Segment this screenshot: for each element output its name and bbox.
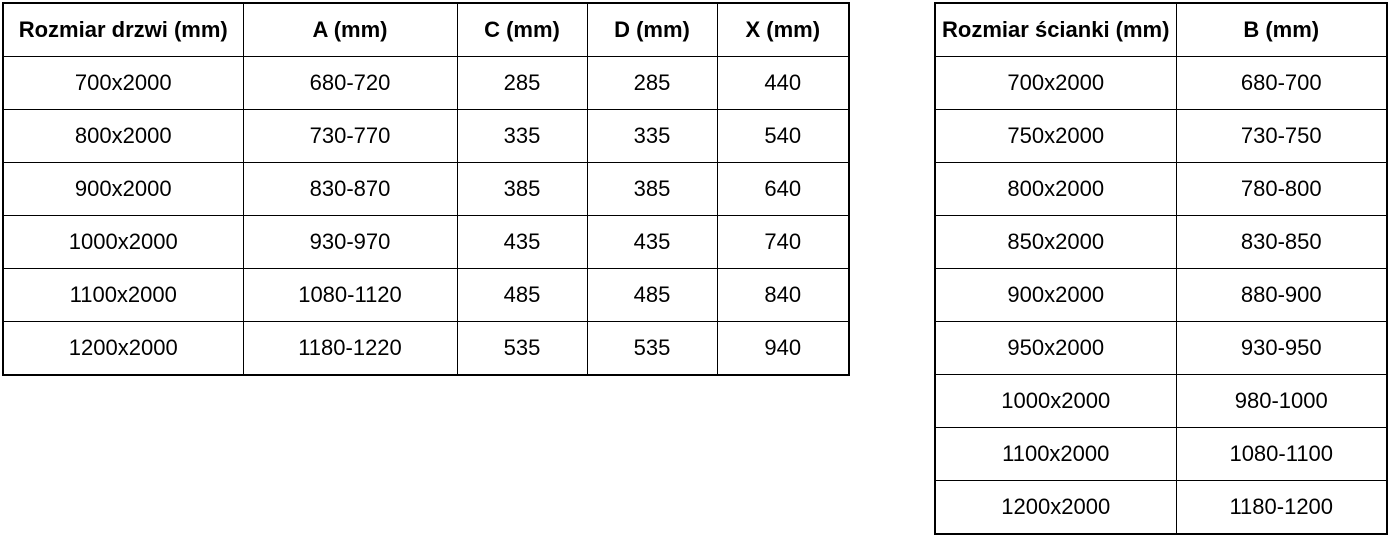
header-row: Rozmiar drzwi (mm) A (mm) C (mm) D (mm) X (m… xyxy=(2,2,850,57)
table-cell: 335 xyxy=(586,109,718,163)
table-cell: 435 xyxy=(456,215,588,269)
column-header: Rozmiar drzwi (mm) xyxy=(2,2,244,57)
column-header: Rozmiar ścianki (mm) xyxy=(934,2,1177,57)
table-cell: 740 xyxy=(716,215,850,269)
table-row: 1100x2000 1080-1100 xyxy=(934,427,1388,481)
table-cell: 930-950 xyxy=(1175,321,1388,375)
door-sizes-table: Rozmiar drzwi (mm) A (mm) C (mm) D (mm) X (m… xyxy=(2,2,850,376)
table-cell: 730-750 xyxy=(1175,109,1388,163)
table-cell: 485 xyxy=(586,268,718,322)
table-row: 800x2000 730-770 335 335 540 xyxy=(2,109,850,163)
header-row: Rozmiar ścianki (mm) B (mm) xyxy=(934,2,1388,57)
table-cell: 750x2000 xyxy=(934,109,1177,163)
column-header: A (mm) xyxy=(242,2,458,57)
table-row: 1200x2000 1180-1220 535 535 940 xyxy=(2,321,850,376)
table-cell: 900x2000 xyxy=(934,268,1177,322)
table-cell: 1080-1100 xyxy=(1175,427,1388,481)
column-header: D (mm) xyxy=(586,2,718,57)
table-row: 1000x2000 930-970 435 435 740 xyxy=(2,215,850,269)
table-cell: 1080-1120 xyxy=(242,268,458,322)
wall-sizes-table: Rozmiar ścianki (mm) B (mm) 700x2000 680-70… xyxy=(934,2,1388,535)
table-cell: 680-720 xyxy=(242,56,458,110)
table-cell: 830-870 xyxy=(242,162,458,216)
table-cell: 840 xyxy=(716,268,850,322)
table-cell: 940 xyxy=(716,321,850,376)
table-cell: 640 xyxy=(716,162,850,216)
table-row: 700x2000 680-700 xyxy=(934,56,1388,110)
column-header: B (mm) xyxy=(1175,2,1388,57)
table-cell: 1200x2000 xyxy=(934,480,1177,535)
table-cell: 830-850 xyxy=(1175,215,1388,269)
column-header: X (mm) xyxy=(716,2,850,57)
table-cell: 900x2000 xyxy=(2,162,244,216)
table-cell: 780-800 xyxy=(1175,162,1388,216)
table-row: 1200x2000 1180-1200 xyxy=(934,480,1388,535)
table-cell: 850x2000 xyxy=(934,215,1177,269)
table-cell: 800x2000 xyxy=(2,109,244,163)
table-cell: 535 xyxy=(456,321,588,376)
table-cell: 880-900 xyxy=(1175,268,1388,322)
table-cell: 335 xyxy=(456,109,588,163)
table-cell: 700x2000 xyxy=(2,56,244,110)
table-row: 900x2000 830-870 385 385 640 xyxy=(2,162,850,216)
table-cell: 385 xyxy=(586,162,718,216)
table-cell: 980-1000 xyxy=(1175,374,1388,428)
table-row: 950x2000 930-950 xyxy=(934,321,1388,375)
table-cell: 1000x2000 xyxy=(2,215,244,269)
table-row: 800x2000 780-800 xyxy=(934,162,1388,216)
table-cell: 1200x2000 xyxy=(2,321,244,376)
table-cell: 285 xyxy=(586,56,718,110)
table-cell: 435 xyxy=(586,215,718,269)
table-row: 1100x2000 1080-1120 485 485 840 xyxy=(2,268,850,322)
column-header: C (mm) xyxy=(456,2,588,57)
table-row: 900x2000 880-900 xyxy=(934,268,1388,322)
table-cell: 485 xyxy=(456,268,588,322)
table-cell: 540 xyxy=(716,109,850,163)
table-cell: 1000x2000 xyxy=(934,374,1177,428)
table-cell: 285 xyxy=(456,56,588,110)
table-row: 1000x2000 980-1000 xyxy=(934,374,1388,428)
table-cell: 440 xyxy=(716,56,850,110)
table-cell: 680-700 xyxy=(1175,56,1388,110)
table-row: 850x2000 830-850 xyxy=(934,215,1388,269)
table-row: 700x2000 680-720 285 285 440 xyxy=(2,56,850,110)
table-cell: 1180-1200 xyxy=(1175,480,1388,535)
table-cell: 730-770 xyxy=(242,109,458,163)
table-cell: 930-970 xyxy=(242,215,458,269)
table-cell: 800x2000 xyxy=(934,162,1177,216)
table-cell: 1100x2000 xyxy=(934,427,1177,481)
table-row: 750x2000 730-750 xyxy=(934,109,1388,163)
table-cell: 950x2000 xyxy=(934,321,1177,375)
table-cell: 385 xyxy=(456,162,588,216)
table-cell: 535 xyxy=(586,321,718,376)
table-cell: 700x2000 xyxy=(934,56,1177,110)
table-cell: 1180-1220 xyxy=(242,321,458,376)
table-cell: 1100x2000 xyxy=(2,268,244,322)
